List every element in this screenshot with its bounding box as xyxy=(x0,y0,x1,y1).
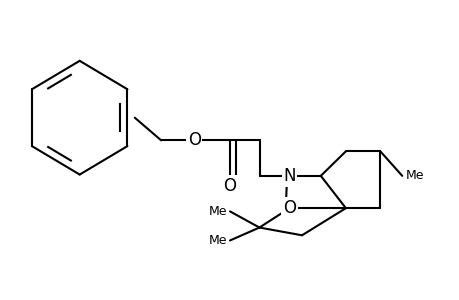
Text: O: O xyxy=(282,199,295,217)
Text: Me: Me xyxy=(404,169,423,182)
Text: O: O xyxy=(187,131,201,149)
Text: N: N xyxy=(283,167,295,185)
Text: Me: Me xyxy=(208,234,227,247)
Text: Me: Me xyxy=(208,205,227,218)
Text: O: O xyxy=(223,176,236,194)
